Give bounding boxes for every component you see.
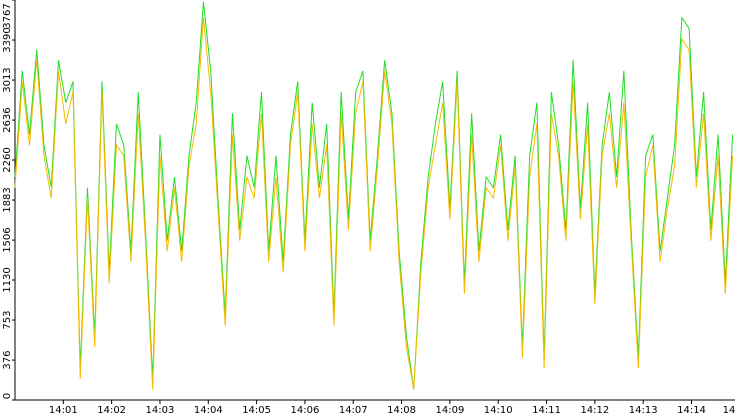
x-tick-label: 14:06 bbox=[291, 405, 320, 415]
x-tick-label: 14:07 bbox=[339, 405, 368, 415]
y-tick-label: 376 bbox=[2, 351, 13, 370]
x-tick-label: 14:11 bbox=[532, 405, 561, 415]
y-tick-label: 2636 bbox=[2, 107, 13, 132]
y-tick-label: 1883 bbox=[2, 187, 13, 212]
series-line bbox=[14, 17, 734, 390]
x-tick-label: 14 bbox=[723, 405, 735, 415]
x-tick-label: 14:01 bbox=[49, 405, 78, 415]
x-tick-label: 14:09 bbox=[435, 405, 464, 415]
x-tick-label: 14:12 bbox=[580, 405, 609, 415]
y-tick-label: 3013 bbox=[2, 67, 13, 92]
x-tick-label: 14:14 bbox=[677, 405, 706, 415]
x-tick-label: 14:03 bbox=[146, 405, 175, 415]
x-tick-label: 14:13 bbox=[629, 405, 658, 415]
y-tick-label: 1506 bbox=[2, 227, 13, 252]
y-tick-label: 1130 bbox=[2, 267, 13, 292]
x-tick-label: 14:04 bbox=[194, 405, 223, 415]
y-tick-label: 0 bbox=[2, 393, 13, 399]
x-tick-label: 14:10 bbox=[484, 405, 513, 415]
y-tick-label: 3390 bbox=[2, 27, 13, 52]
y-tick-label: 2260 bbox=[2, 147, 13, 172]
y-tick-label: 3767 bbox=[2, 3, 13, 28]
y-tick-label: 753 bbox=[2, 310, 13, 329]
x-tick-label: 14:08 bbox=[387, 405, 416, 415]
x-tick-label: 14:05 bbox=[242, 405, 271, 415]
x-tick-label: 14:02 bbox=[97, 405, 126, 415]
series-line bbox=[14, 1, 734, 390]
